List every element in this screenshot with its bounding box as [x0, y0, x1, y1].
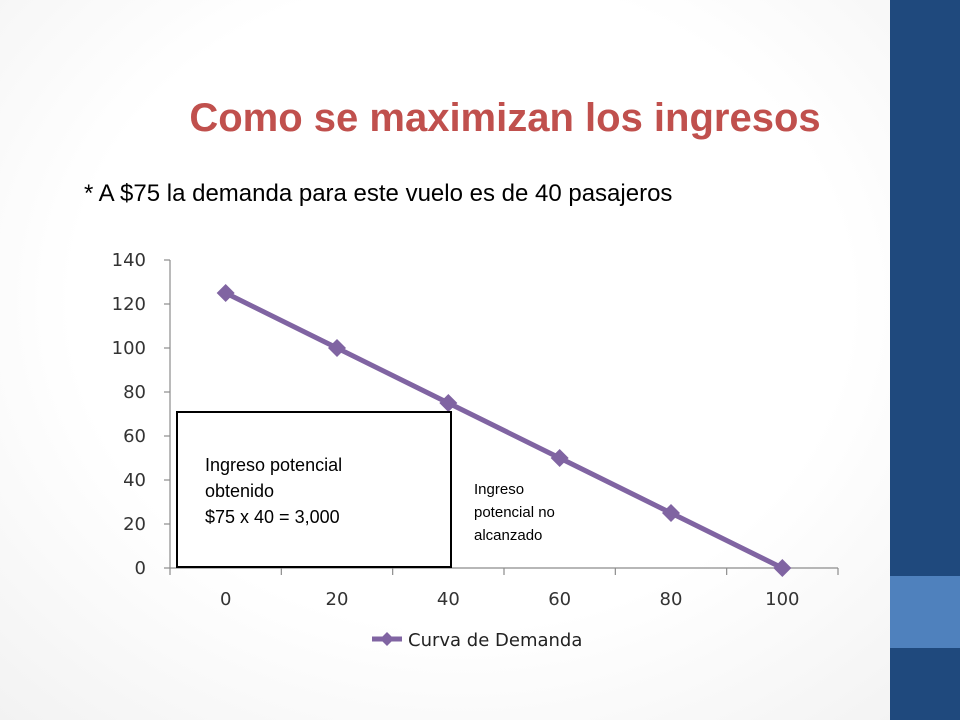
data-point-marker: [216, 284, 235, 302]
note-line: Ingreso: [474, 481, 525, 498]
data-point-marker: [662, 504, 680, 522]
y-tick-label: 40: [123, 470, 146, 491]
revenue-box: [176, 411, 452, 568]
unreached-revenue-note: Ingreso potencial no alcanzado: [474, 478, 555, 547]
x-tick-label: 20: [326, 589, 349, 610]
note-line: alcanzado: [474, 527, 543, 544]
x-tick-label: 40: [437, 589, 460, 610]
note-line: potencial no: [474, 504, 555, 521]
chart-axes: [164, 259, 839, 575]
demand-chart: 0 20 40 60 80 100 120 140 0 20 40 60 80 100 Curva de…: [112, 250, 839, 651]
x-tick-label: 0: [220, 589, 231, 610]
y-tick-label: 60: [123, 426, 146, 447]
y-tick-label: 100: [112, 338, 146, 359]
x-tick-label: 100: [765, 589, 799, 610]
x-tick-labels: 0 20 40 60 80 100: [220, 589, 800, 610]
chart-series: [216, 284, 792, 577]
data-point-marker: [773, 559, 792, 577]
y-tick-label: 140: [112, 250, 146, 271]
revenue-box-line: obtenido: [205, 481, 275, 501]
y-tick-label: 0: [135, 558, 146, 579]
legend-label: Curva de Demanda: [408, 630, 582, 651]
revenue-box-text: Ingreso potencial obtenido $75 x 40 = 3,…: [205, 452, 342, 530]
page-subtitle: * A $75 la demanda para este vuelo es de…: [84, 180, 673, 207]
revenue-box-line: Ingreso potencial: [205, 455, 343, 475]
data-point-marker: [328, 339, 346, 357]
x-tick-label: 60: [548, 589, 571, 610]
revenue-box-line: $75 x 40 = 3,000: [205, 507, 340, 527]
chart-legend: Curva de Demanda: [372, 630, 582, 651]
x-tick-label: 80: [660, 589, 683, 610]
series-line: [224, 290, 784, 571]
data-point-marker: [439, 394, 458, 412]
y-tick-label: 120: [112, 294, 146, 315]
data-point-marker: [550, 449, 569, 467]
legend-swatch-marker: [380, 632, 394, 646]
page-title: Como se maximizan los ingresos: [189, 96, 821, 140]
y-tick-labels: 0 20 40 60 80 100 120 140: [112, 250, 146, 579]
y-tick-label: 80: [123, 382, 146, 403]
sidebar-accent: [890, 576, 960, 648]
y-tick-label: 20: [123, 514, 146, 535]
